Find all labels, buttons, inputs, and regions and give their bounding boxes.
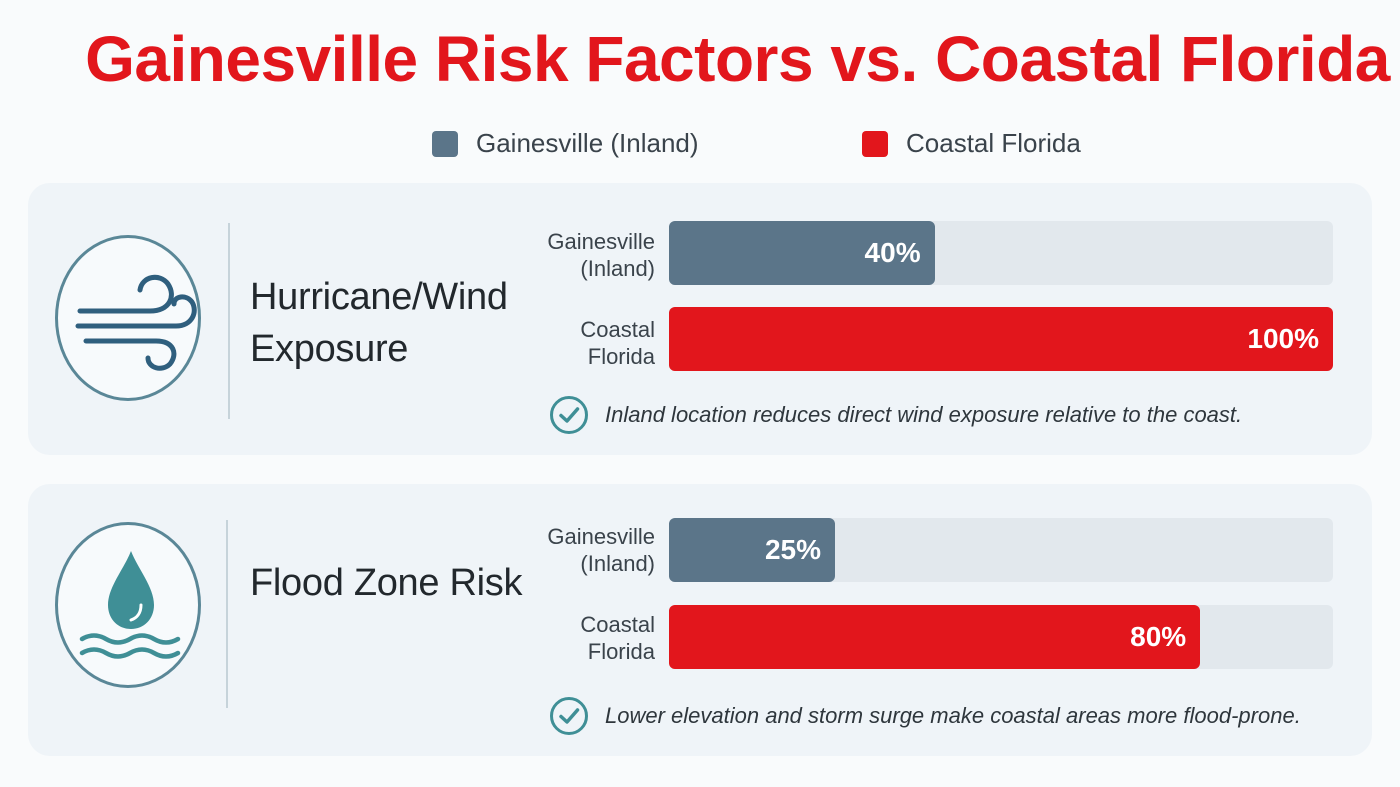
legend-label-coastal: Coastal Florida [906,128,1081,158]
legend-swatch-inland [432,130,458,157]
bar-track: 80% [669,605,1333,669]
bar-inland [669,518,835,582]
bar-value-label: 80% [1130,621,1187,652]
bar-track: 25% [669,518,1333,582]
card-flood-zone: Flood Zone Risk Gainesville (Inland) 25%… [28,484,1372,756]
legend-swatch-coastal [862,130,888,157]
bar-value-label: 40% [864,237,921,268]
card-divider [228,223,230,419]
bar-track: 40% [669,221,1333,285]
water-drop-icon [79,551,181,659]
wind-icon-badge [55,235,201,401]
wind-icon [75,274,197,371]
note-text: Lower elevation and storm surge make coa… [605,703,1301,728]
legend-label-inland: Gainesville (Inland) [476,128,699,158]
page-title: Gainesville Risk Factors vs. Coastal Flo… [85,23,1390,95]
bar-label-coastal: Coastal Florida [580,317,655,369]
bar-value-label: 25% [764,534,821,565]
check-circle-icon [550,396,588,434]
note-text: Inland location reduces direct wind expo… [605,402,1243,427]
check-circle-icon [550,697,588,735]
water-drop-icon-badge [55,522,201,688]
card-divider [226,520,228,708]
note: Inland location reduces direct wind expo… [549,395,1242,435]
bar-inland [669,221,935,285]
legend: Gainesville (Inland) Coastal Florida [0,128,1400,164]
note: Lower elevation and storm surge make coa… [549,696,1301,736]
legend-item-inland: Gainesville (Inland) [432,128,699,159]
bar-label-inland: Gainesville (Inland) [547,524,655,576]
legend-item-coastal: Coastal Florida [862,128,1081,159]
bar-coastal [669,605,1201,669]
bar-label-inland: Gainesville (Inland) [547,229,655,281]
bar-value-label: 100% [1247,323,1319,354]
bar-coastal [669,307,1333,371]
card-heading: Hurricane/Wind Exposure [250,276,508,370]
bar-track: 100% [669,307,1333,371]
card-hurricane-wind: Hurricane/Wind Exposure Gainesville (Inl… [28,183,1372,455]
bar-label-coastal: Coastal Florida [580,612,655,664]
card-heading: Flood Zone Risk [250,562,523,604]
